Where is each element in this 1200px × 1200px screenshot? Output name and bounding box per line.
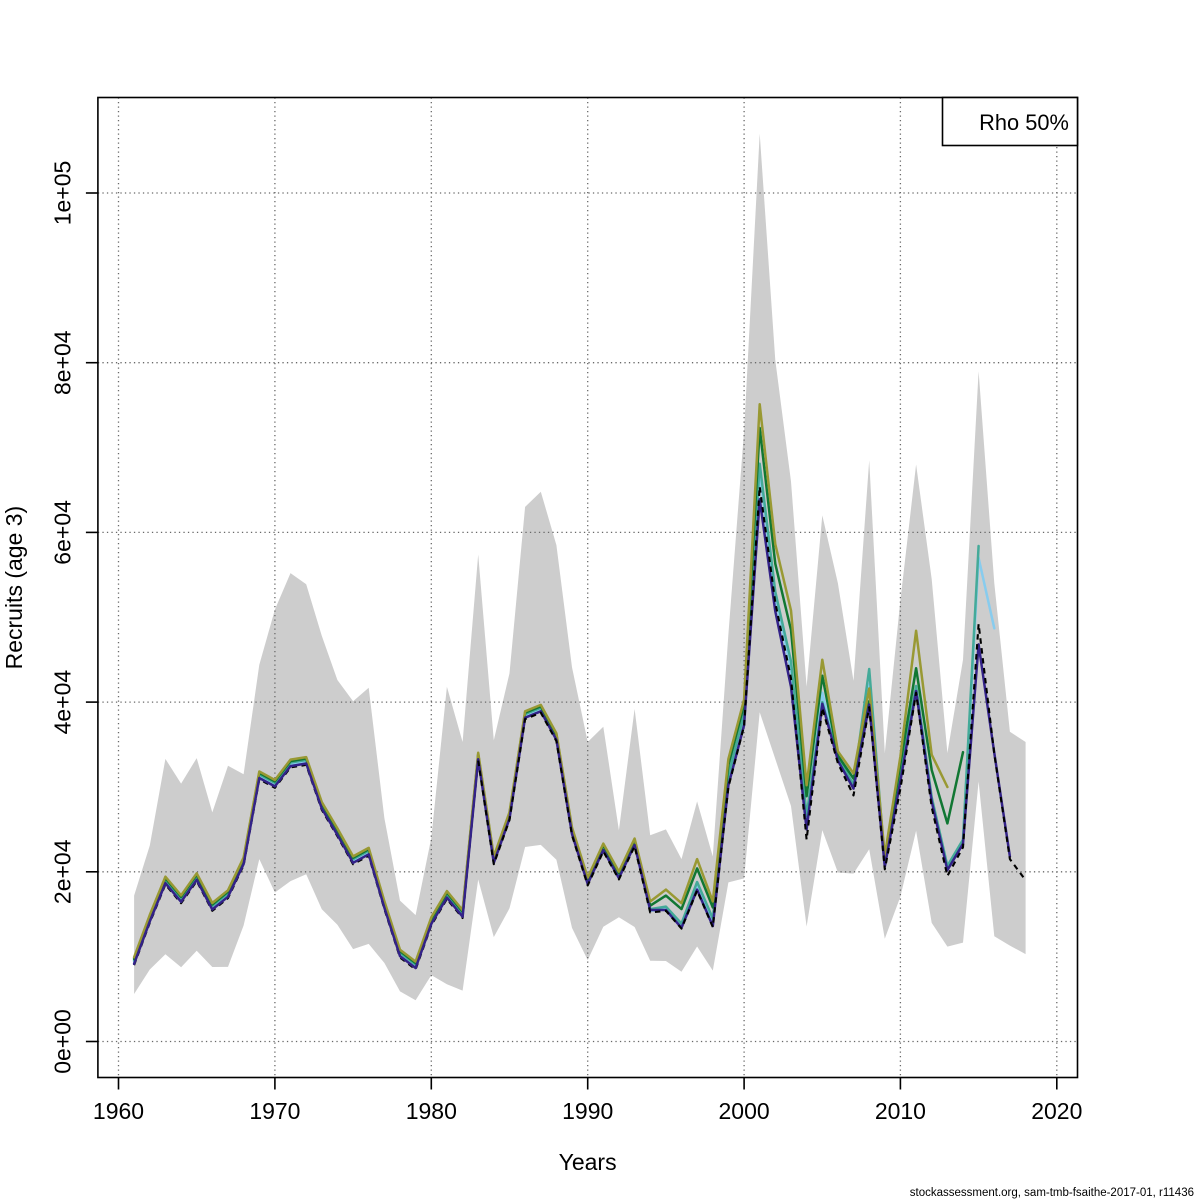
svg-text:Years: Years xyxy=(559,1149,617,1175)
svg-text:1960: 1960 xyxy=(93,1098,144,1124)
svg-text:6e+04: 6e+04 xyxy=(50,500,76,565)
svg-text:1e+05: 1e+05 xyxy=(50,161,76,226)
svg-text:2e+04: 2e+04 xyxy=(50,839,76,904)
svg-text:4e+04: 4e+04 xyxy=(50,670,76,735)
svg-text:stockassessment.org, sam-tmb-f: stockassessment.org, sam-tmb-fsaithe-201… xyxy=(910,1187,1194,1199)
svg-text:Recruits (age 3): Recruits (age 3) xyxy=(1,506,27,670)
svg-text:1980: 1980 xyxy=(406,1098,457,1124)
svg-text:2000: 2000 xyxy=(719,1098,770,1124)
svg-text:1990: 1990 xyxy=(562,1098,613,1124)
svg-text:2020: 2020 xyxy=(1031,1098,1082,1124)
svg-text:8e+04: 8e+04 xyxy=(50,330,76,395)
svg-text:0e+00: 0e+00 xyxy=(50,1009,76,1074)
svg-text:Rho 50%: Rho 50% xyxy=(979,110,1069,135)
svg-text:2010: 2010 xyxy=(875,1098,926,1124)
svg-text:1970: 1970 xyxy=(249,1098,300,1124)
